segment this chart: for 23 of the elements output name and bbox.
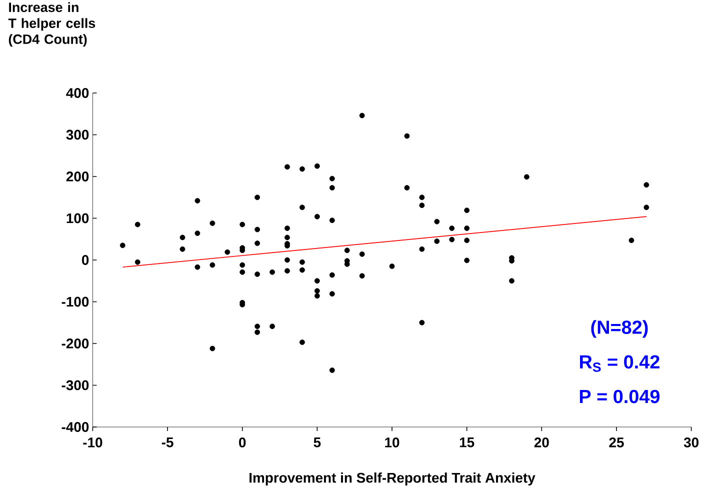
x-tick-label: 30 <box>684 438 698 448</box>
y-tick-label: -200 <box>62 338 89 348</box>
y-tick-label: 300 <box>66 130 89 140</box>
annotation: P = 0.049 <box>580 390 660 404</box>
y-tick-label: 400 <box>66 88 89 98</box>
y-tick-label: -300 <box>62 380 89 390</box>
x-tick-label: -5 <box>162 438 174 448</box>
x-tick-label: 5 <box>314 438 321 448</box>
x-tick-label: -10 <box>83 438 102 448</box>
y-tick-label: -400 <box>62 422 89 432</box>
x-tick-label: 25 <box>609 438 624 448</box>
y-tick-label: -100 <box>62 296 89 307</box>
y-tick-label: 0 <box>82 255 89 265</box>
x-tick-label: 15 <box>460 438 474 448</box>
y-tick-label: 200 <box>66 172 89 182</box>
x-tick-label: 20 <box>534 438 549 448</box>
y-tick-label: 100 <box>66 213 89 224</box>
annotation: R$_{S}$ = 0.42 <box>580 355 660 372</box>
x-tick-label: 0 <box>239 438 246 448</box>
x-tick-label: 10 <box>385 438 400 448</box>
annotation: (N=82) <box>591 320 648 338</box>
y-axis-title: Increase in T helper cells (CD4 Count) <box>8 2 96 47</box>
x-axis-title: Improvement in Self-Reported Trait Anxiety <box>250 472 536 486</box>
